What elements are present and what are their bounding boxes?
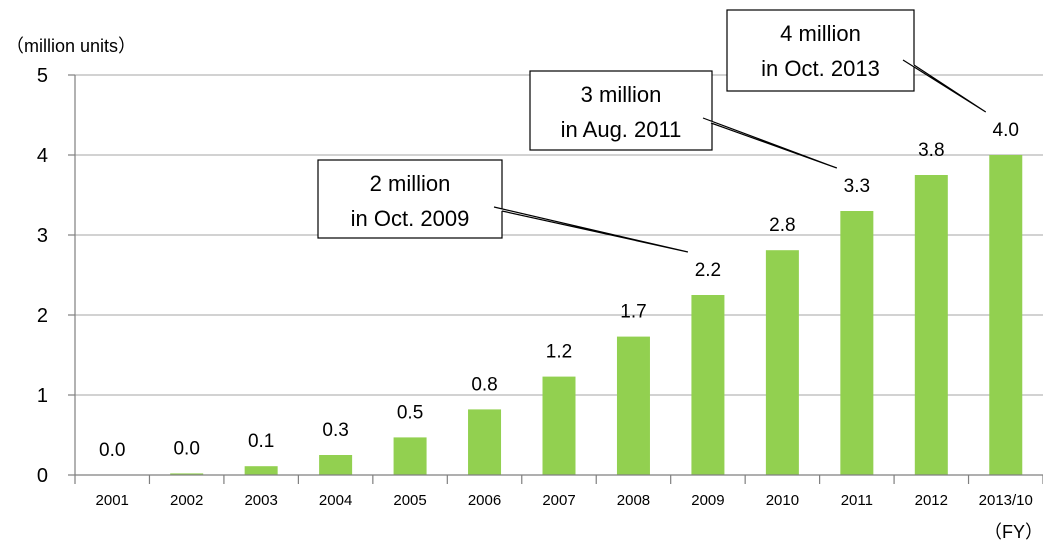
x-tick-label: 2005	[393, 492, 426, 509]
y-tick-label: 5	[37, 65, 48, 87]
data-label: 0.0	[173, 438, 199, 459]
callout-line-2: in Oct. 2009	[351, 206, 470, 231]
bar	[691, 295, 725, 475]
y-tick-label: 4	[37, 145, 48, 167]
axes: 0 1 2 3 4 5 2001 2002 2003 2004 2005 2006 2007 2008 20…	[37, 65, 1043, 509]
callout-line-2: in Aug. 2011	[561, 117, 682, 142]
x-tick-label: 2008	[617, 492, 650, 509]
x-tick-label: 2003	[244, 492, 277, 509]
bar	[244, 466, 278, 475]
bar	[468, 409, 502, 475]
y-tick-label: 1	[37, 385, 48, 407]
callout-line-1: 4 million	[780, 21, 861, 46]
callout-line-1: 2 million	[370, 171, 451, 196]
bar	[914, 175, 948, 475]
data-label: 4.0	[993, 120, 1019, 141]
x-tick-label: 2012	[915, 492, 948, 509]
callout-box	[726, 9, 915, 92]
callout-pointer	[702, 117, 838, 169]
bar	[989, 155, 1023, 475]
data-label: 3.8	[918, 140, 944, 161]
data-label: 0.8	[471, 374, 497, 395]
x-tick-label: 2002	[170, 492, 203, 509]
callout-line-2: in Oct. 2013	[761, 56, 880, 81]
x-tick-label: 2011	[841, 492, 873, 509]
y-axis-unit-label: （million units）	[6, 36, 136, 56]
bar	[319, 455, 353, 475]
data-label: 2.8	[769, 215, 795, 236]
x-tick-label: 2010	[766, 492, 799, 509]
callout-pointer	[902, 59, 987, 113]
data-label: 0.1	[248, 431, 274, 452]
data-label: 3.3	[844, 176, 870, 197]
bars	[170, 155, 1023, 475]
x-tick-label: 2001	[96, 492, 129, 509]
x-tick-label: 2004	[319, 492, 352, 509]
x-tick-label: 2009	[691, 492, 724, 509]
callout: 3 million in Aug. 2011	[529, 70, 838, 169]
callout-line-1: 3 million	[581, 82, 662, 107]
callout: 4 million in Oct. 2013	[726, 9, 987, 113]
data-label: 0.3	[322, 420, 348, 441]
x-tick-label: 2006	[468, 492, 501, 509]
callout: 2 million in Oct. 2009	[317, 159, 689, 253]
data-label: 0.0	[99, 440, 125, 461]
bar	[393, 437, 427, 475]
x-tick-label: 2007	[542, 492, 575, 509]
data-label: 1.2	[546, 342, 572, 363]
y-tick-label: 0	[37, 465, 48, 487]
bar	[765, 250, 799, 475]
data-label: 1.7	[620, 302, 646, 323]
callout-box	[317, 159, 503, 239]
callouts: 2 million in Oct. 2009 3 million in Aug. 20…	[317, 9, 987, 253]
data-label: 2.2	[695, 260, 721, 281]
bar	[616, 336, 650, 475]
bar	[840, 211, 874, 475]
x-tick-label: 2013/10	[979, 492, 1033, 509]
data-labels: 0.0 0.0 0.1 0.3 0.5 0.8 1.2 1.7 2.2 2.8 3.3 3.8 4.0	[99, 120, 1019, 461]
bar	[170, 473, 204, 475]
data-label: 0.5	[397, 402, 423, 423]
y-tick-label: 3	[37, 225, 48, 247]
y-tick-label: 2	[37, 305, 48, 327]
x-axis-unit-label: （FY）	[984, 522, 1043, 542]
callout-box	[529, 70, 713, 151]
bar	[542, 376, 576, 475]
callout-pointer	[493, 206, 689, 253]
